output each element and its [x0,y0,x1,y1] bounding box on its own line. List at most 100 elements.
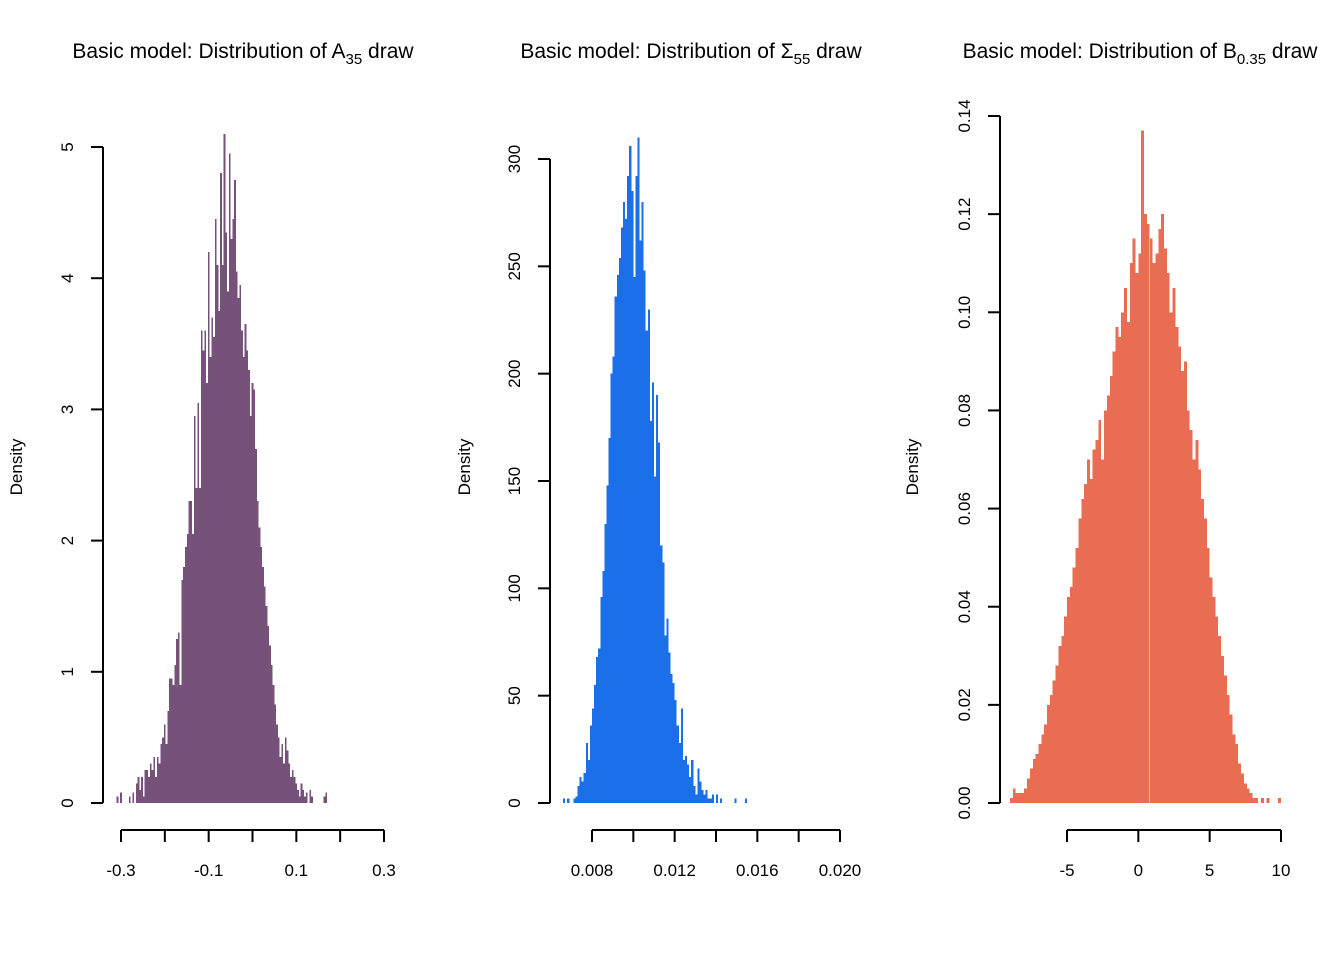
histogram-bar [680,708,683,803]
histogram-bar [1261,798,1264,803]
histogram-bar [148,776,150,803]
histogram-bar [645,330,648,803]
histogram-bar [199,488,201,803]
histogram-bar [744,798,747,803]
histogram-bar [1266,798,1270,803]
histogram-bar [594,684,597,803]
histogram-bar [167,711,170,803]
histogram-bar [218,311,221,803]
histogram-bar [242,356,245,803]
histogram-bar [179,684,182,803]
histogram-bar [1189,430,1193,803]
histogram-bar [139,789,142,803]
histogram-bar [1226,695,1230,803]
histogram-bar [592,708,595,803]
histogram-bar [255,448,257,803]
histogram-bar [1112,351,1116,803]
histogram-bar [672,682,675,803]
histogram-bar [221,265,224,804]
y-tick-label: 4 [58,273,77,282]
histogram-bar [263,586,266,803]
histogram-bar [1067,596,1070,803]
histogram-bar [172,684,175,803]
x-tick-label: -0.1 [194,861,223,880]
histogram-bar [1249,793,1253,803]
histogram-bar [188,501,191,803]
histogram-bar [165,743,168,803]
histogram-bar [269,645,271,803]
histogram-bars [116,133,328,804]
histogram-bar [297,789,299,803]
x-tick-label: 0.3 [372,861,396,880]
histogram-bar [623,201,626,803]
histogram-bar [137,776,140,803]
histogram-bar [633,277,636,803]
y-tick-label: 5 [58,142,77,151]
x-tick-label: 0.020 [819,861,862,880]
histogram-bar [144,770,147,803]
histogram-bar [185,547,187,803]
histogram-bar [1172,287,1176,803]
y-tick-label: 0.06 [955,492,974,525]
y-tick-label: 0.14 [955,99,974,132]
histogram-bar [1124,287,1127,803]
histogram-bar [1186,410,1190,803]
histogram-bar [693,785,696,803]
x-tick-label: 0.012 [653,861,696,880]
histogram-bar [1044,724,1048,803]
histogram-bar [323,796,326,803]
histogram-bar [1161,214,1165,803]
histogram-bar [1243,783,1247,803]
histogram-bar [687,764,690,803]
chart-title: Basic model: Distribution of Σ55 draw [520,40,862,68]
histogram-bar [658,442,661,803]
histogram-bar [1141,130,1145,804]
histogram-bar [258,527,261,803]
histogram-bar [1024,788,1028,803]
histogram-bar [156,757,159,803]
histogram-bar [1047,704,1050,803]
histogram-bar [142,796,145,803]
histogram-bar [223,133,226,803]
y-tick-label: 100 [505,574,524,602]
histogram-bar [635,176,638,804]
histogram-bar [581,781,584,803]
histogram-panel-2: Basic model: Distribution of Σ55 draw 0 50… [455,40,862,880]
histogram-bar [662,562,665,803]
histogram-bar [209,356,212,803]
histogram-bar [1078,518,1082,803]
x-tick-label: 0 [1134,861,1143,880]
y-axis-label: Density [7,438,26,495]
histogram-bar [1021,793,1025,803]
histogram-bar [228,153,231,803]
histogram-bar [1104,410,1107,803]
histogram-bar [1215,616,1219,803]
histogram-bar [563,798,566,803]
histogram-bar [1081,498,1085,803]
histogram-bar [639,240,642,803]
histogram-bar [132,792,135,803]
histogram-bar [274,704,277,803]
histogram-bar [1038,744,1042,803]
histogram-bar [1252,798,1256,803]
histogram-bar [309,789,312,803]
histogram-bar [1129,263,1133,804]
histogram-bar [1061,636,1065,803]
histogram-bar [1084,484,1087,803]
histogram-bar [629,146,632,803]
x-tick-label: 0.008 [571,861,614,880]
histogram-bar [120,792,122,803]
y-axis-label: Density [455,438,474,495]
histogram-bar [1041,734,1045,803]
histogram-bar [625,219,628,804]
chart-title: Basic model: Distribution of A35 draw [72,40,414,68]
histogram-bar [691,760,694,803]
histogram-bar [668,652,671,803]
histogram-bar [163,724,166,803]
histogram-bar [241,330,243,803]
histogram-bar [1152,263,1156,804]
histogram-bar [235,271,238,803]
y-tick-label: 150 [505,467,524,495]
histogram-bar [1101,459,1105,803]
histogram-bar [170,678,173,803]
